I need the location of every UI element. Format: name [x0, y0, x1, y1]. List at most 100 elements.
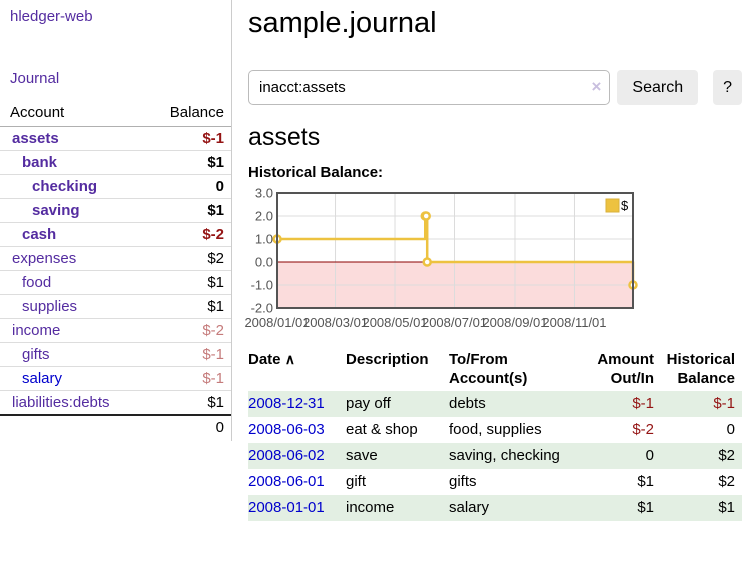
legend-swatch: [605, 198, 620, 213]
transaction-row: 2008-01-01 income salary $1 $1: [248, 495, 742, 521]
sidebar-account-link-cash[interactable]: cash: [22, 226, 57, 243]
sidebar-account-link-bank[interactable]: bank: [22, 154, 58, 171]
svg-text:2008/01/01: 2008/01/01: [244, 315, 309, 330]
transaction-amount: $1: [637, 499, 654, 516]
search-input[interactable]: [248, 70, 611, 105]
account-heading: assets: [248, 123, 321, 151]
sidebar-account-link-salary[interactable]: salary: [22, 370, 63, 387]
accounts-total-row: 0: [0, 415, 231, 439]
account-row: food $1: [0, 270, 231, 295]
account-balance: $1: [148, 270, 231, 295]
account-row: checking 0: [0, 174, 231, 199]
transaction-balance: $1: [718, 499, 735, 516]
transaction-accounts: food, supplies: [449, 421, 542, 438]
svg-text:0.0: 0.0: [255, 255, 273, 270]
svg-text:2008/09/01: 2008/09/01: [482, 315, 547, 330]
transactions-table: Date ∧ Description To/From Account(s) Am…: [248, 348, 742, 521]
search-button[interactable]: Search: [617, 70, 699, 105]
svg-text:3.0: 3.0: [255, 187, 273, 201]
account-balance: $-1: [148, 342, 231, 367]
clear-search-icon[interactable]: ×: [591, 77, 602, 96]
account-balance: $1: [148, 150, 231, 175]
svg-text:-1.0: -1.0: [251, 278, 273, 293]
accounts-header-account: Account: [0, 100, 149, 127]
transaction-date-link[interactable]: 2008-01-01: [248, 499, 325, 516]
column-header-amount[interactable]: Amount Out/In: [597, 351, 654, 387]
transaction-accounts: salary: [449, 499, 490, 516]
account-balance: $-1: [148, 126, 231, 151]
account-row: salary $-1: [0, 366, 231, 391]
sort-ascending-icon: ∧: [284, 351, 295, 367]
transaction-amount: $-2: [632, 421, 654, 438]
sidebar-account-link-expenses[interactable]: expenses: [12, 250, 77, 267]
transaction-description: gift: [346, 473, 367, 490]
column-header-date[interactable]: Date ∧: [248, 351, 295, 368]
account-balance: $-2: [148, 222, 231, 247]
svg-text:-2.0: -2.0: [251, 301, 273, 316]
legend-label: $: [621, 198, 629, 213]
data-point: [422, 257, 432, 267]
sidebar: hledger-web Journal Account Balance asse…: [0, 0, 232, 441]
column-header-balance[interactable]: Historical Balance: [666, 351, 735, 387]
svg-text:2008/07/01: 2008/07/01: [422, 315, 487, 330]
account-row: expenses $2: [0, 246, 231, 271]
transaction-date-link[interactable]: 2008-06-01: [248, 473, 325, 490]
account-row: liabilities:debts $1: [0, 390, 231, 416]
account-row: assets $-1: [0, 126, 231, 151]
sidebar-account-link-liabilities-debts[interactable]: liabilities:debts: [12, 394, 110, 411]
sidebar-account-link-gifts[interactable]: gifts: [22, 346, 50, 363]
transaction-amount: $-1: [632, 395, 654, 412]
column-header-description[interactable]: Description: [346, 351, 429, 368]
sidebar-account-link-checking[interactable]: checking: [32, 178, 98, 195]
sidebar-item-journal[interactable]: Journal: [10, 70, 60, 87]
account-balance: $2: [148, 246, 231, 271]
transaction-accounts: gifts: [449, 473, 477, 490]
sidebar-account-link-supplies[interactable]: supplies: [22, 298, 78, 315]
transaction-amount: $1: [637, 473, 654, 490]
transaction-row: 2008-12-31 pay off debts $-1 $-1: [248, 391, 742, 417]
search-box: ×: [248, 70, 611, 105]
help-button[interactable]: ?: [713, 70, 742, 105]
sidebar-account-link-food[interactable]: food: [22, 274, 52, 291]
account-row: bank $1: [0, 150, 231, 175]
svg-text:1.0: 1.0: [255, 232, 273, 247]
transaction-description: income: [346, 499, 395, 516]
transaction-date-link[interactable]: 2008-06-03: [248, 421, 325, 438]
transaction-date-link[interactable]: 2008-06-02: [248, 447, 325, 464]
svg-text:2.0: 2.0: [255, 209, 273, 224]
balance-chart-svg: $3.0 2.0 1.0 0.0 -1.0 -2.02008/01/012008/03/0…: [244, 186, 638, 330]
account-balance: $-1: [148, 366, 231, 391]
sidebar-account-link-assets[interactable]: assets: [12, 130, 59, 147]
transaction-balance: $2: [718, 473, 735, 490]
svg-text:2008/05/01: 2008/05/01: [362, 315, 427, 330]
account-row: gifts $-1: [0, 342, 231, 367]
accounts-total: 0: [215, 419, 224, 436]
account-balance: 0: [148, 174, 231, 199]
transaction-row: 2008-06-02 save saving, checking 0 $2: [248, 443, 742, 469]
accounts-table: Account Balance assets $-1 bank $1 checking 0…: [0, 100, 231, 439]
transaction-description: eat & shop: [346, 421, 418, 438]
sidebar-account-link-income[interactable]: income: [12, 322, 61, 339]
chart-title: Historical Balance:: [248, 164, 384, 181]
accounts-header-balance: Balance: [148, 100, 231, 127]
historical-balance-chart: $3.0 2.0 1.0 0.0 -1.0 -2.0 2008/01/01 2008/03/0…: [240, 186, 710, 339]
column-header-accounts[interactable]: To/From Account(s): [449, 351, 528, 387]
transaction-amount: 0: [645, 447, 654, 464]
page-title: sample.journal: [248, 7, 437, 39]
transaction-accounts: debts: [449, 395, 486, 412]
transaction-date-link[interactable]: 2008-12-31: [248, 395, 325, 412]
transaction-row: 2008-06-01 gift gifts $1 $2: [248, 469, 742, 495]
svg-text:2008/11/01: 2008/11/01: [542, 315, 606, 330]
account-row: supplies $1: [0, 294, 231, 319]
transaction-description: pay off: [346, 395, 391, 412]
transaction-accounts: saving, checking: [449, 447, 560, 464]
sidebar-account-link-saving[interactable]: saving: [32, 202, 80, 219]
svg-text:2008/03/01: 2008/03/01: [303, 315, 368, 330]
account-balance: $1: [148, 294, 231, 319]
account-row: cash $-2: [0, 222, 231, 247]
app-title-link[interactable]: hledger-web: [10, 8, 93, 25]
main-content: sample.journal × Search ? assets Histori…: [232, 0, 742, 582]
account-row: income $-2: [0, 318, 231, 343]
transaction-row: 2008-06-03 eat & shop food, supplies $-2 0: [248, 417, 742, 443]
